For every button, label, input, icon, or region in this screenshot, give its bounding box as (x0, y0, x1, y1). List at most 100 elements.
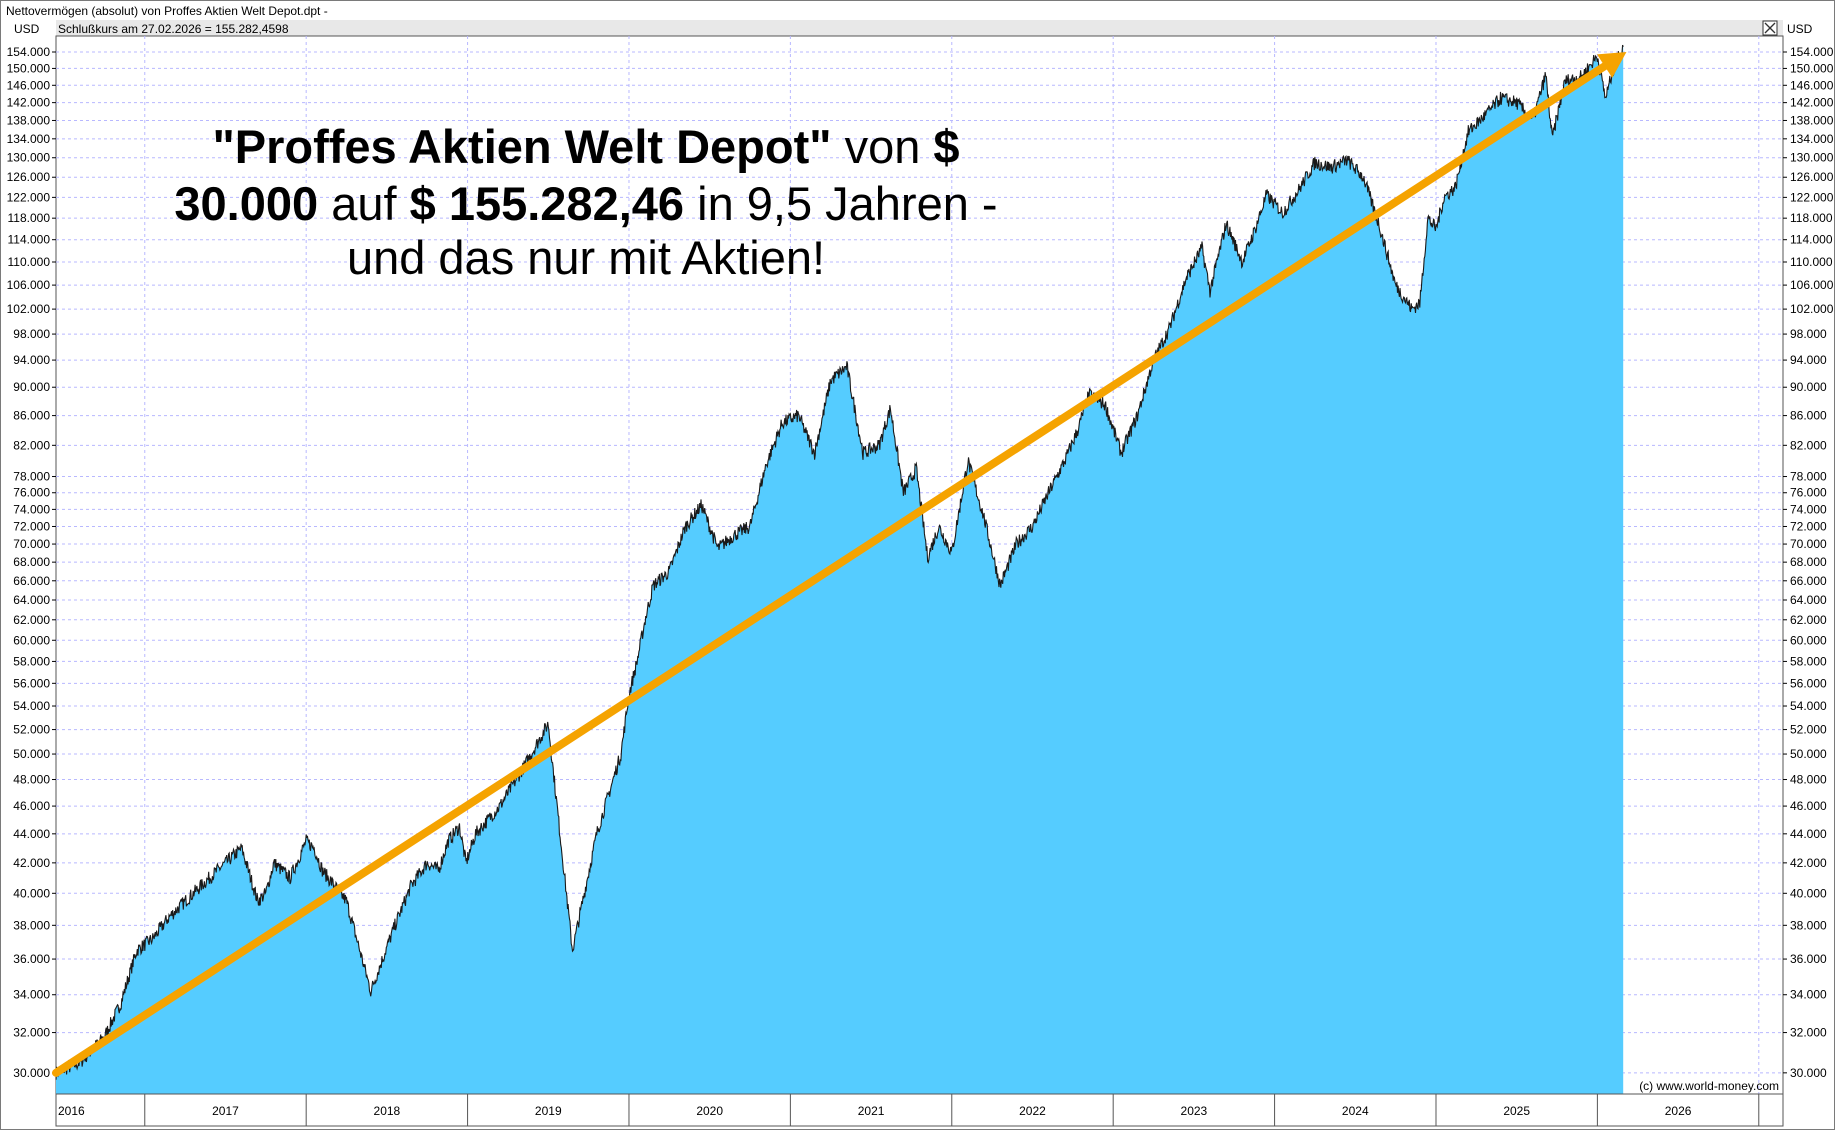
y-tick-label-right: 86.000 (1790, 409, 1827, 423)
y-tick-label-right: 134.000 (1790, 132, 1834, 146)
y-tick-label-right: 126.000 (1790, 170, 1834, 184)
y-tick-label-left: 54.000 (13, 699, 50, 713)
y-tick-label-right: 44.000 (1790, 827, 1827, 841)
status-text: Schlußkurs am 27.02.2026 = 155.282,4598 (58, 22, 289, 36)
x-tick-label: 2019 (535, 1104, 562, 1118)
y-tick-label-left: 126.000 (7, 170, 51, 184)
y-tick-label-left: 134.000 (7, 132, 51, 146)
trend-arrow (52, 52, 1627, 1077)
y-tick-label-left: 34.000 (13, 988, 50, 1002)
x-tick-label: 2023 (1181, 1104, 1208, 1118)
y-tick-label-left: 86.000 (13, 409, 50, 423)
y-tick-label-left: 138.000 (7, 113, 51, 127)
y-tick-label-left: 56.000 (13, 676, 50, 690)
y-tick-label-right: 50.000 (1790, 747, 1827, 761)
y-tick-label-left: 82.000 (13, 438, 50, 452)
y-tick-label-left: 52.000 (13, 723, 50, 737)
y-tick-label-left: 36.000 (13, 952, 50, 966)
y-tick-label-right: 94.000 (1790, 353, 1827, 367)
y-tick-label-left: 32.000 (13, 1026, 50, 1040)
y-tick-label-right: 46.000 (1790, 799, 1827, 813)
y-tick-label-right: 90.000 (1790, 380, 1827, 394)
y-tick-label-left: 72.000 (13, 519, 50, 533)
headline-line2: 30.000 auf $ 155.282,46 in 9,5 Jahren - (174, 177, 997, 230)
y-tick-label-left: 38.000 (13, 918, 50, 932)
y-tick-label-left: 78.000 (13, 470, 50, 484)
y-tick-label-right: 68.000 (1790, 555, 1827, 569)
y-tick-label-left: 114.000 (8, 233, 51, 247)
y-tick-label-right: 82.000 (1790, 438, 1827, 452)
y-tick-label-left: 76.000 (13, 486, 50, 500)
y-tick-label-right: 74.000 (1790, 502, 1827, 516)
y-tick-label-left: 150.000 (7, 61, 51, 75)
y-tick-label-left: 50.000 (13, 747, 50, 761)
y-tick-label-right: 38.000 (1790, 918, 1827, 932)
y-tick-label-right: 142.000 (1790, 96, 1834, 110)
y-tick-label-left: 154.000 (7, 45, 51, 59)
y-tick-label-left: 118.000 (8, 211, 51, 225)
y-tick-label-right: 122.000 (1790, 190, 1834, 204)
trend-arrow-shaft (52, 62, 1609, 1077)
y-tick-label-left: 98.000 (13, 327, 50, 341)
x-axis-strip (55, 1093, 1784, 1127)
y-tick-label-right: 114.000 (1790, 233, 1833, 247)
y-tick-label-right: 32.000 (1790, 1026, 1827, 1040)
y-tick-label-right: 72.000 (1790, 519, 1827, 533)
y-tick-label-left: 48.000 (13, 773, 50, 787)
y-tick-label-left: 122.000 (7, 190, 51, 204)
y-tick-label-right: 34.000 (1790, 988, 1827, 1002)
y-tick-label-right: 76.000 (1790, 486, 1827, 500)
headline-line3: und das nur mit Aktien! (347, 231, 825, 284)
y-tick-label-left: 90.000 (13, 380, 50, 394)
y-tick-label-right: 30.000 (1790, 1066, 1827, 1080)
y-tick-label-right: 52.000 (1790, 723, 1827, 737)
x-tick-label: 2018 (374, 1104, 401, 1118)
y-tick-label-right: 150.000 (1790, 61, 1834, 75)
close-icon[interactable] (1762, 20, 1778, 36)
x-tick-label: 2017 (212, 1104, 239, 1118)
series-line (55, 44, 1624, 1080)
window-title: Nettovermögen (absolut) von Proffes Akti… (6, 4, 328, 18)
y-tick-label-right: 146.000 (1790, 78, 1834, 92)
y-tick-label-right: 118.000 (1790, 211, 1833, 225)
x-tick-label: 2024 (1342, 1104, 1369, 1118)
trend-arrow-head (1597, 52, 1627, 78)
y-tick-label-right: 102.000 (1790, 302, 1834, 316)
y-tick-label-left: 60.000 (13, 633, 50, 647)
headline: "Proffes Aktien Welt Depot" von $ 30.000… (174, 120, 997, 284)
y-tick-label-left: 102.000 (7, 302, 51, 316)
y-tick-label-right: 110.000 (1790, 255, 1833, 269)
x-tick-label: 2026 (1665, 1104, 1692, 1118)
y-tick-label-left: 106.000 (7, 278, 51, 292)
x-tick-label: 2020 (696, 1104, 723, 1118)
y-tick-label-right: 106.000 (1790, 278, 1834, 292)
x-tick-label: 2016 (58, 1104, 85, 1118)
copyright-text: (c) www.world-money.com (1639, 1079, 1779, 1093)
headline-line1: "Proffes Aktien Welt Depot" von $ (212, 120, 959, 173)
y-tick-label-right: 62.000 (1790, 613, 1827, 627)
y-tick-label-right: 54.000 (1790, 699, 1827, 713)
y-tick-label-left: 94.000 (13, 353, 50, 367)
y-tick-label-left: 44.000 (13, 827, 50, 841)
y-tick-label-left: 130.000 (7, 151, 51, 165)
y-tick-label-right: 138.000 (1790, 113, 1834, 127)
y-tick-label-right: 78.000 (1790, 470, 1827, 484)
x-tick-label: 2025 (1503, 1104, 1530, 1118)
x-tick-label: 2021 (858, 1104, 885, 1118)
y-tick-label-left: 46.000 (13, 799, 50, 813)
y-tick-label-right: 98.000 (1790, 327, 1827, 341)
y-tick-label-right: 66.000 (1790, 574, 1827, 588)
y-tick-label-left: 68.000 (13, 555, 50, 569)
y-tick-label-right: 60.000 (1790, 633, 1827, 647)
y-tick-label-left: 110.000 (8, 255, 51, 269)
y-tick-label-left: 62.000 (13, 613, 50, 627)
status-bar (56, 20, 1783, 36)
y-tick-label-right: 70.000 (1790, 537, 1827, 551)
x-axis: 2016 2017 2018 2019 2020 2021 2022 2023 2024 2025… (58, 1094, 1760, 1126)
y-tick-label-left: 74.000 (13, 502, 50, 516)
y-tick-label-right: 48.000 (1790, 773, 1827, 787)
y-tick-label-right: 40.000 (1790, 886, 1827, 900)
y-tick-label-left: 30.000 (13, 1066, 50, 1080)
